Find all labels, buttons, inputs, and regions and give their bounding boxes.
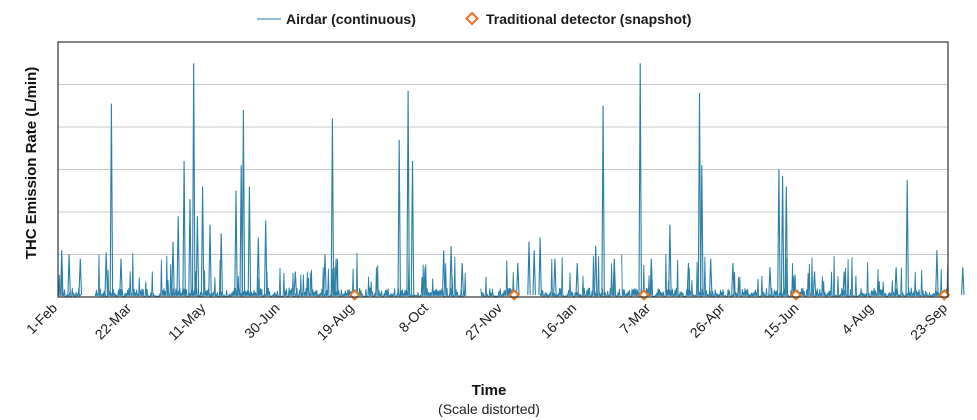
airdar-peak xyxy=(516,262,520,295)
airdar-peak xyxy=(460,262,464,295)
x-tick-label: 4-Aug xyxy=(838,300,876,338)
airdar-series xyxy=(57,63,965,298)
airdar-peak xyxy=(905,180,909,295)
airdar-peak xyxy=(59,250,64,295)
airdar-peak xyxy=(263,220,268,295)
airdar-peak xyxy=(188,199,192,295)
x-axis-title: Time xyxy=(472,382,507,399)
x-tick-label: 11-May xyxy=(165,300,209,344)
x-tick-label: 26-Apr xyxy=(687,300,728,341)
legend-detector-marker xyxy=(465,11,479,26)
x-tick-label: 16-Jan xyxy=(538,300,580,342)
x-tick-label: 7-Mar xyxy=(616,300,653,337)
airdar-peak xyxy=(668,224,672,295)
x-tick-labels: 1-Feb 22-Mar 11-May 30-Jun 19-Aug 8-Oct 27-Nov… xyxy=(23,300,950,344)
airdar-peak xyxy=(532,250,536,295)
airdar-peak xyxy=(961,267,965,295)
airdar-baseline xyxy=(57,252,949,298)
airdar-peak xyxy=(935,250,939,295)
x-tick-label: 22-Mar xyxy=(92,300,135,343)
airdar-peak xyxy=(208,224,212,295)
x-tick-label: 15-Jun xyxy=(760,300,802,342)
x-tick-label: 23-Sep xyxy=(907,300,950,343)
airdar-peak xyxy=(234,190,238,295)
airdar-peak xyxy=(812,271,817,295)
airdar-peak xyxy=(575,262,579,295)
airdar-peak xyxy=(700,165,704,295)
gridlines xyxy=(58,84,948,255)
y-axis-title: THC Emission Rate (L/min) xyxy=(23,67,40,260)
airdar-peak xyxy=(410,160,415,295)
airdar-peak xyxy=(67,254,71,295)
airdar-peak xyxy=(109,103,114,295)
x-tick-label: 1-Feb xyxy=(23,300,60,337)
airdar-peak xyxy=(256,237,260,295)
plot-frame xyxy=(57,41,949,298)
airdar-peak xyxy=(219,233,223,295)
airdar-peak xyxy=(247,186,252,295)
airdar-peak xyxy=(527,241,531,295)
airdar-peak xyxy=(397,139,401,295)
airdar-peak xyxy=(191,63,196,295)
x-axis-note: (Scale distorted) xyxy=(438,401,540,417)
airdar-peak xyxy=(784,186,789,295)
airdar-peak xyxy=(200,186,205,295)
airdar-peak xyxy=(195,216,200,295)
airdar-peak xyxy=(323,254,327,295)
airdar-peak xyxy=(182,160,186,295)
airdar-peak xyxy=(894,267,898,295)
airdar-peak xyxy=(593,245,598,295)
airdar-peak xyxy=(406,90,410,295)
x-tick-label: 27-Nov xyxy=(462,300,505,343)
airdar-peak xyxy=(441,250,446,295)
airdar-peak xyxy=(768,267,772,295)
airdar-peak xyxy=(638,63,642,295)
airdar-peak xyxy=(649,258,654,295)
legend-detector-label: Traditional detector (snapshot) xyxy=(486,11,691,27)
airdar-peak xyxy=(601,105,605,295)
airdar-peak xyxy=(293,271,298,295)
x-tick-label: 30-Jun xyxy=(241,300,283,342)
airdar-peak xyxy=(423,267,427,295)
airdar-peak xyxy=(708,258,713,295)
legend-airdar-label: Airdar (continuous) xyxy=(286,11,416,27)
airdar-peak xyxy=(241,109,246,295)
airdar-peak xyxy=(449,245,453,295)
airdar-peak xyxy=(842,271,846,295)
x-tick-label: 8-Oct xyxy=(395,300,431,336)
airdar-peak xyxy=(553,258,557,295)
airdar-peak xyxy=(330,118,335,295)
airdar-peak xyxy=(538,237,542,295)
airdar-peak xyxy=(697,92,702,295)
airdar-peak xyxy=(686,262,691,295)
airdar-peak xyxy=(171,241,175,295)
x-tick-label: 19-Aug xyxy=(314,300,357,343)
airdar-peak xyxy=(78,258,83,295)
airdar-peak xyxy=(104,252,108,295)
airdar-peak xyxy=(334,258,338,295)
airdar-peak xyxy=(731,262,735,295)
airdar-peak xyxy=(777,169,781,295)
airdar-peak xyxy=(612,258,617,295)
legend: Airdar (continuous) Traditional detector… xyxy=(257,11,691,27)
airdar-peak xyxy=(176,216,180,295)
airdar-peak xyxy=(119,258,123,295)
airdar-peak xyxy=(780,175,785,295)
